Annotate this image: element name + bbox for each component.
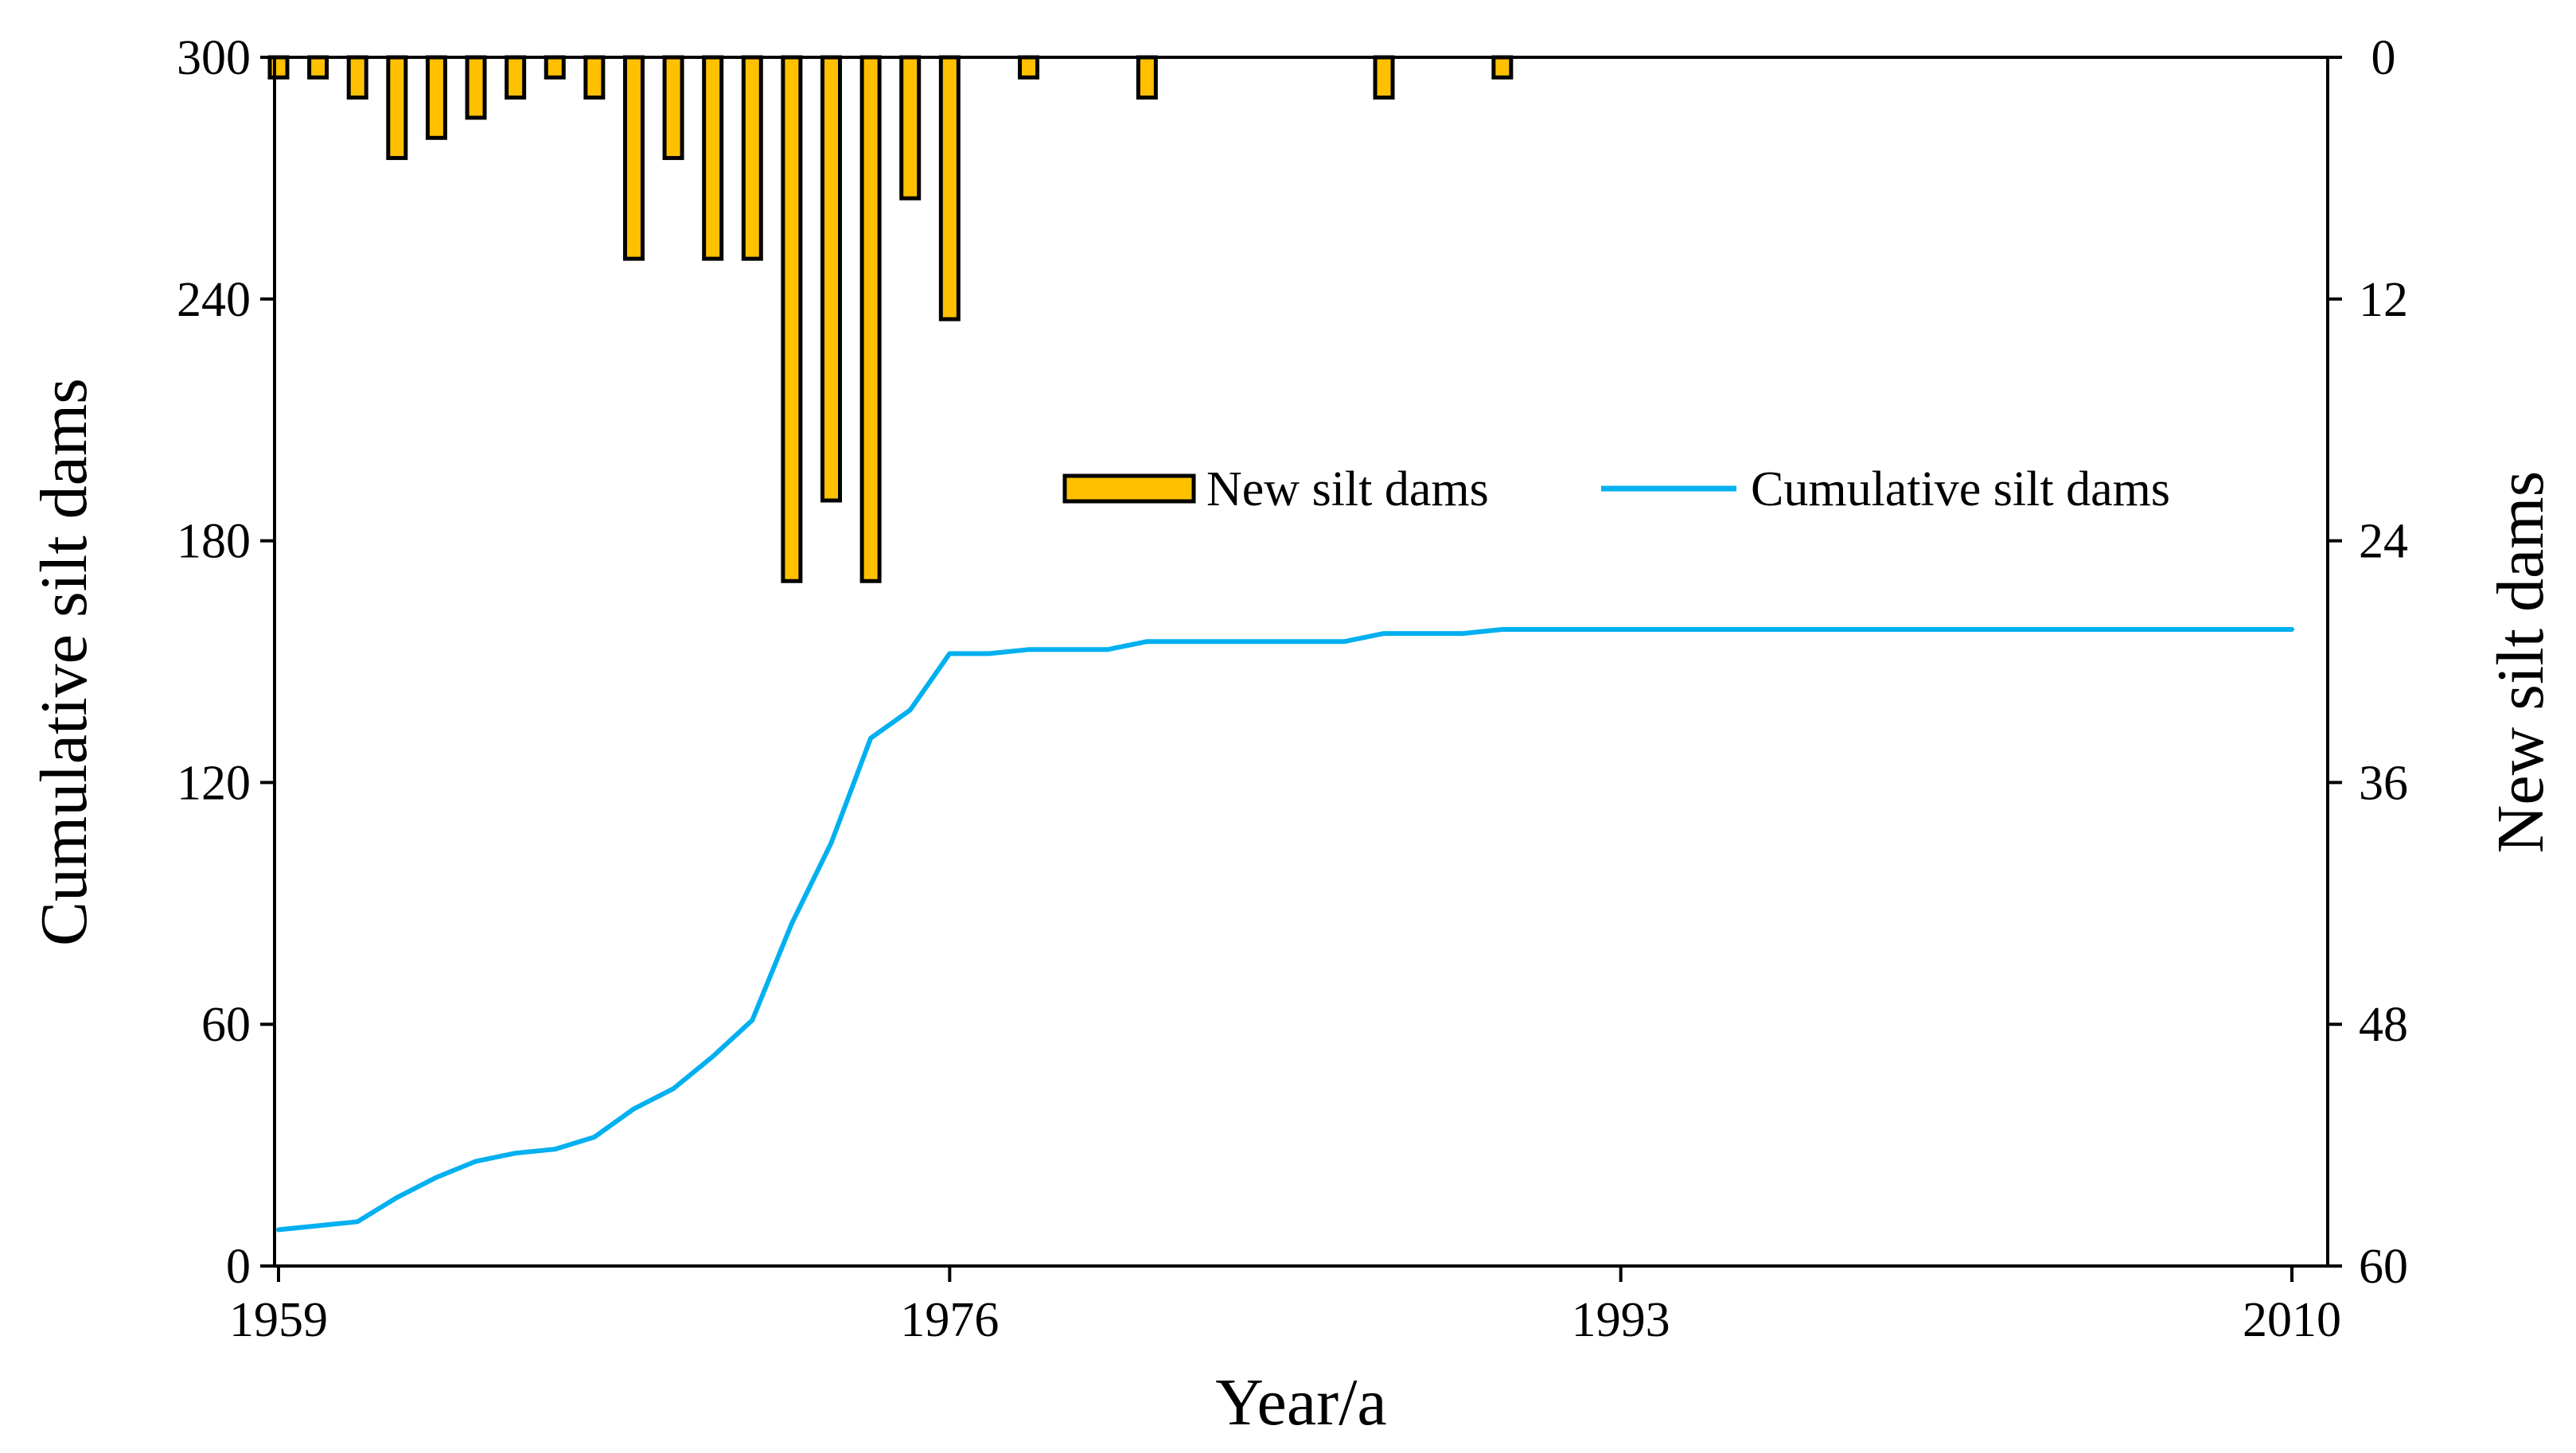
bar-1972 [781, 55, 803, 583]
x-axis: 1959 1976 1993 2010 [229, 1266, 2341, 1347]
left-tick-label: 120 [177, 756, 251, 810]
x-tick-label: 2010 [2243, 1293, 2341, 1347]
bar-1970 [702, 55, 724, 261]
left-tick-label: 240 [177, 273, 251, 327]
bar-1974 [859, 55, 882, 583]
bar-1975 [899, 55, 922, 201]
bar-1969 [662, 55, 684, 161]
bar-1971 [741, 55, 763, 261]
legend-label-new-silt-dams: New silt dams [1206, 462, 1489, 516]
bar-1959 [267, 55, 290, 80]
bar-1962 [386, 55, 408, 161]
right-tick-label: 12 [2359, 273, 2408, 327]
bar-1961 [346, 55, 368, 100]
left-tick-label: 300 [177, 31, 251, 85]
bar-1968 [622, 55, 645, 261]
bar-1966 [544, 55, 566, 80]
x-tick-label: 1959 [229, 1293, 328, 1347]
left-tick-label: 180 [177, 515, 251, 569]
plot-frame [273, 56, 2329, 1268]
right-axis: 0 12 24 36 48 60 [2328, 31, 2408, 1294]
right-tick-label: 60 [2359, 1240, 2408, 1294]
right-tick-label: 48 [2359, 998, 2408, 1052]
x-tick-label: 1976 [900, 1293, 999, 1347]
x-axis-title: Year/a [1215, 1365, 1386, 1439]
bar-1981 [1136, 55, 1158, 100]
left-tick-label: 0 [226, 1240, 251, 1294]
bar-1967 [583, 55, 606, 100]
bar-1987 [1373, 55, 1395, 100]
right-tick-label: 0 [2371, 31, 2396, 85]
bar-1976 [938, 55, 961, 321]
legend: New silt dams Cumulative silt dams [1062, 462, 2170, 516]
left-axis: 0 60 120 180 240 300 [177, 31, 275, 1294]
bar-1963 [425, 55, 447, 140]
left-tick-label: 60 [201, 998, 251, 1052]
bar-1978 [1018, 55, 1040, 80]
left-axis-title: Cumulative silt dams [27, 378, 101, 946]
legend-label-cumulative-silt-dams: Cumulative silt dams [1751, 462, 2170, 516]
bar-1965 [505, 55, 527, 100]
right-tick-label: 24 [2359, 515, 2408, 569]
x-tick-label: 1993 [1572, 1293, 1670, 1347]
right-tick-label: 36 [2359, 756, 2408, 810]
cumulative-line [276, 627, 2294, 1233]
bar-1990 [1491, 55, 1514, 80]
bars-layer [267, 55, 1514, 583]
bar-1973 [820, 55, 843, 503]
legend-swatch-new-silt-dams [1062, 473, 1196, 504]
right-axis-title: New silt dams [2484, 471, 2558, 854]
bar-1964 [465, 55, 487, 120]
line-layer [276, 627, 2294, 1233]
bar-1960 [307, 55, 329, 80]
